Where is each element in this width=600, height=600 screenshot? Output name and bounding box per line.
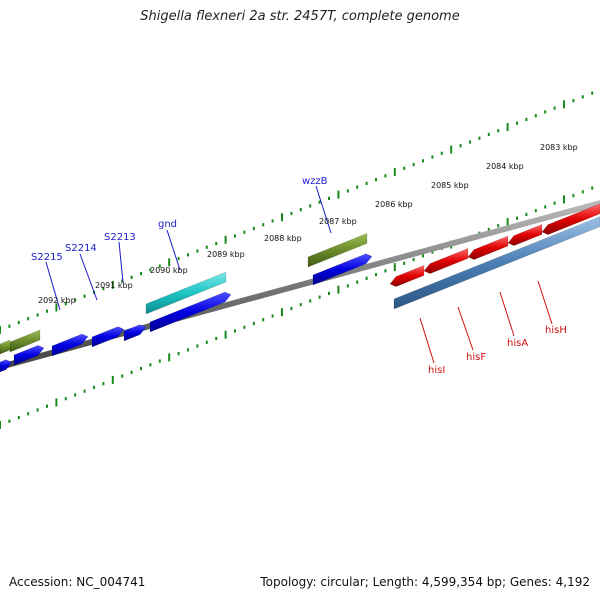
gene-label-hisI: hisI: [428, 365, 445, 376]
gene-label-S2213: S2213: [104, 232, 136, 243]
tick-marks: [0, 91, 594, 429]
scale-label: 2088 kbp: [264, 234, 302, 243]
scale-label: 2090 kbp: [150, 266, 188, 275]
gene-blue-edge: [0, 359, 13, 373]
gene-features: [0, 203, 600, 373]
gene-blue-1: [13, 345, 45, 366]
gene-blue-5: [149, 291, 232, 333]
gene-blue-6: [312, 253, 373, 286]
steel-band: [393, 216, 600, 310]
leader-hisF: [457, 306, 474, 351]
label-leaders: [45, 185, 553, 364]
scale-label: 2087 kbp: [319, 217, 357, 226]
scale-label: 2091 kbp: [95, 281, 133, 290]
leader-gnd: [166, 229, 181, 271]
gene-hisF: [423, 248, 469, 274]
gene-blue-2: [51, 333, 89, 357]
gene-label-hisH: hisH: [545, 325, 567, 336]
leader-wzzB: [315, 185, 332, 234]
scale-label: 2086 kbp: [375, 200, 413, 209]
gene-hisI: [389, 265, 425, 287]
accession-text: Accession: NC_004741: [9, 575, 146, 589]
gene-label-wzzB: wzzB: [302, 176, 328, 187]
scale-label: 2089 kbp: [207, 250, 245, 259]
gene-label-S2215: S2215: [31, 252, 63, 263]
map-title: Shigella flexneri 2a str. 2457T, complet…: [140, 9, 460, 24]
leader-hisI: [419, 317, 435, 364]
scale-label: 2092 kbp: [38, 296, 76, 305]
leader-S2214: [79, 253, 98, 301]
genome-summary: Topology: circular; Length: 4,599,354 bp…: [260, 575, 590, 589]
gene-hisH: [507, 224, 543, 246]
gene-label-S2214: S2214: [65, 243, 97, 254]
gene-gnd: [145, 271, 227, 315]
gene-red-edge: [541, 203, 600, 235]
gene-hisA: [467, 235, 509, 260]
gene-olive-edge: [0, 339, 11, 355]
gene-blue-4: [123, 324, 147, 342]
scale-label: 2085 kbp: [431, 181, 469, 190]
leader-hisA: [499, 291, 515, 337]
scale-label: 2083 kbp: [540, 143, 578, 152]
leader-hisH: [537, 280, 553, 325]
leader-S2213: [118, 241, 124, 283]
gene-wzzB-region: [307, 233, 368, 268]
gene-label-hisF: hisF: [466, 352, 486, 363]
gene-label-hisA: hisA: [507, 338, 528, 349]
leader-S2215: [45, 261, 61, 311]
gene-label-gnd: gnd: [158, 219, 177, 230]
map-labels: 2083 kbp 2084 kbp 2085 kbp 2086 kbp 2087 kbp…: [31, 143, 578, 376]
scale-label: 2084 kbp: [486, 162, 524, 171]
gene-blue-3: [91, 326, 125, 348]
